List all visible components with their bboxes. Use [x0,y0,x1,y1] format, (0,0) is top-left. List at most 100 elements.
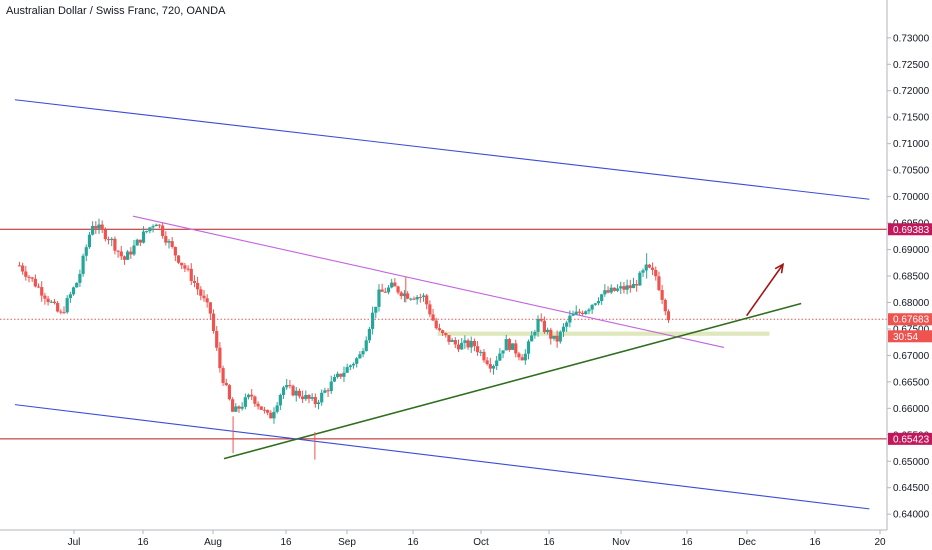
candle [482,349,486,363]
candle [103,227,107,242]
candle [243,393,247,410]
candle [638,271,642,286]
candle [110,237,114,247]
candle [469,336,473,353]
candle [625,279,629,295]
x-tick-label: 16 [137,537,149,548]
candle [460,338,464,350]
candle [622,282,626,294]
trend-line-lower-channel [14,404,870,510]
candle [161,222,165,239]
y-tick-label: 0.71500 [893,113,930,124]
candle [545,327,550,335]
candle [148,227,152,234]
candle [180,262,184,270]
candle [628,279,632,293]
candle [71,286,76,296]
candle [456,339,461,353]
price-tag: 0.69383 [888,223,932,236]
candle [393,278,397,287]
candle [348,364,352,371]
candle [94,221,98,234]
candle [463,335,467,349]
candle [358,351,362,359]
candle [539,313,543,323]
candle [288,379,292,389]
candle [157,224,162,229]
y-tick-label: 0.71000 [893,139,930,150]
candle [374,306,378,319]
candle [141,226,146,244]
candle [189,263,193,286]
candle [568,310,572,328]
candle [498,348,502,362]
candle [612,287,617,292]
candle [406,291,410,300]
candle [167,239,171,249]
candle [510,343,515,351]
x-tick-label: Sep [338,537,356,548]
candle [558,330,562,344]
candle [326,387,330,397]
y-tick-label: 0.68000 [893,298,930,309]
candle [383,287,387,293]
candle [285,379,289,390]
candle [635,279,639,292]
candle [647,263,651,269]
candle [552,335,556,341]
candle [355,356,359,368]
candle [450,337,454,343]
candle [444,332,448,338]
candle [208,301,212,320]
candle [116,250,120,258]
candle [425,293,429,310]
y-tick-label: 0.64500 [893,483,930,494]
y-tick-label: 0.70500 [893,166,930,177]
y-tick-label: 0.66500 [893,377,930,388]
candle [75,282,79,288]
candle [447,335,451,345]
candle [215,326,219,351]
candle [87,231,92,249]
candle [62,306,66,314]
candle [256,401,260,410]
x-tick-label: 16 [280,537,292,548]
candle [520,354,524,361]
candle [660,284,664,305]
candle [361,347,365,358]
candle [323,387,327,394]
candle [542,316,547,334]
candle [380,283,384,292]
svg-text:30:54: 30:54 [893,332,918,343]
candle [507,337,512,352]
candle [654,266,658,281]
candle [619,281,623,294]
x-tick-label: Jul [68,537,81,548]
candle [269,410,273,419]
candle [555,330,559,348]
candle [202,289,206,302]
candle [122,255,127,265]
candle [164,231,168,246]
candle [488,357,492,373]
x-tick-label: 16 [407,537,419,548]
candle [339,373,343,380]
candle [138,239,142,247]
arrow-head [774,262,785,274]
candle [377,284,381,312]
candle [615,284,620,293]
candle [17,261,22,267]
support-zone [437,331,770,336]
chart-title: Australian Dollar / Swiss Franc, 720, OA… [6,5,226,17]
candle [580,310,585,316]
candle [126,249,130,260]
candle [266,409,270,416]
candle [91,221,95,236]
price-tag: 0.67683 [888,313,932,326]
price-tag: 0.65423 [888,432,932,445]
x-tick-label: Nov [612,537,630,548]
candle [367,326,372,344]
candle [596,297,601,306]
candle [259,406,263,411]
